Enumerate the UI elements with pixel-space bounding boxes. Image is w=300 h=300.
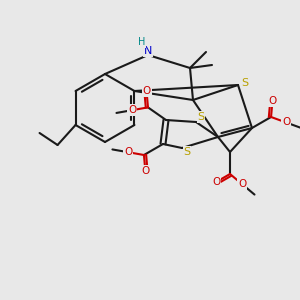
Text: S: S [183,147,190,157]
Text: O: O [238,179,246,189]
Text: O: O [124,147,132,157]
Text: S: S [242,78,249,88]
Text: O: O [268,96,277,106]
Text: H: H [138,37,146,47]
Text: O: O [142,86,151,96]
Text: O: O [212,177,220,187]
Text: O: O [282,118,290,128]
Text: O: O [141,166,149,176]
Text: S: S [197,112,205,122]
Text: N: N [144,46,152,56]
Text: O: O [128,105,136,115]
